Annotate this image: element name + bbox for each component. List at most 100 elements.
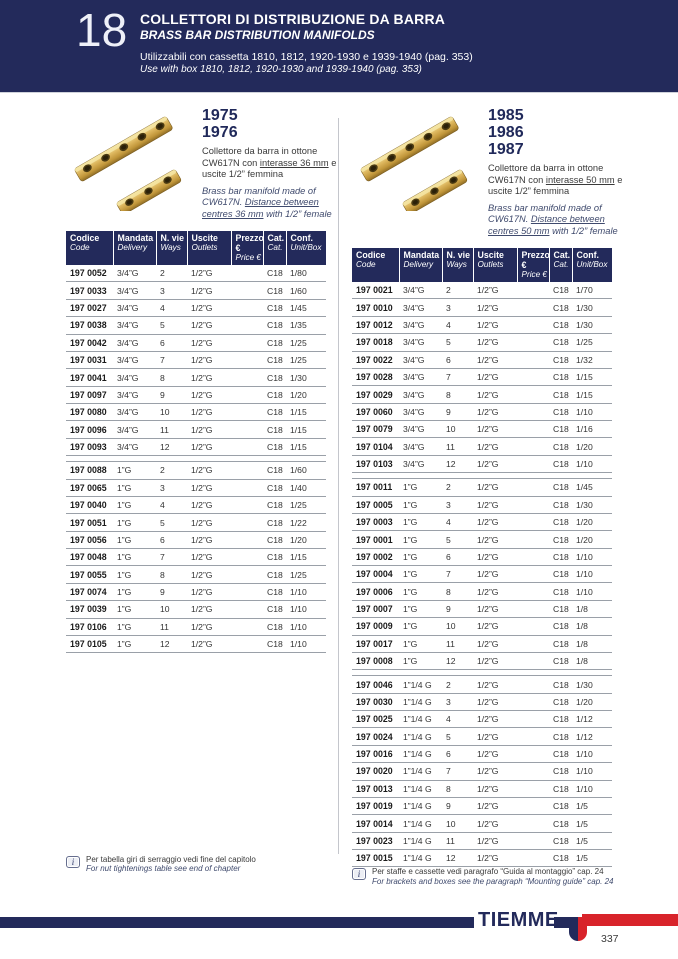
table-cell: [517, 478, 549, 497]
table-cell: 1/5: [572, 797, 612, 816]
table-cell: 1/2”G: [473, 675, 517, 694]
table-cell: 1/2”G: [473, 368, 517, 387]
table-cell: [517, 548, 549, 567]
table-cell: C18: [263, 513, 286, 532]
manifold-product-photo: [360, 116, 468, 211]
table-cell: C18: [549, 496, 572, 514]
table-cell: 197 0055: [66, 565, 113, 584]
table-cell: 2: [156, 461, 187, 480]
table-cell: 197 0013: [352, 780, 399, 798]
table-cell: 197 0011: [352, 478, 399, 497]
table-cell: 1/15: [572, 368, 612, 387]
desc-text: with 1/2” female: [549, 225, 618, 236]
table-cell: 1/2”G: [473, 710, 517, 729]
table-row: 197 0093 3/4”G 12 1/2”G C18 1/15: [66, 438, 326, 457]
table-cell: C18: [549, 385, 572, 404]
table-row: 197 0013 1”1/4 G 8 1/2”G C18 1/10: [352, 780, 612, 798]
table-cell: 197 0040: [66, 496, 113, 515]
table-cell: [231, 334, 263, 352]
table-cell: 1/8: [572, 635, 612, 653]
table-row: 197 0039 1”G 10 1/2”G C18 1/10: [66, 600, 326, 619]
table-cell: [517, 437, 549, 456]
table-cell: 1/10: [286, 635, 326, 654]
table-row: 197 0016 1”1/4 G 6 1/2”G C18 1/10: [352, 745, 612, 764]
table-cell: 3/4”G: [399, 403, 442, 422]
table-row: 197 0106 1”G 11 1/2”G C18 1/10: [66, 618, 326, 636]
table-cell: 4: [442, 710, 473, 729]
table-cell: C18: [549, 675, 572, 694]
group-separator: [66, 455, 326, 463]
desc-text: Brass bar manifold made of CW617N.: [202, 185, 316, 208]
product-column-left: 1975 1976 Collettore da barra in ottone …: [66, 105, 338, 874]
col-header-price: Prezzo € Price €: [230, 230, 264, 266]
table-cell: 3/4”G: [399, 385, 442, 404]
col-header-outlets: Uscite Outlets: [186, 230, 231, 266]
table-cell: [517, 351, 549, 369]
table-cell: 1/10: [572, 762, 612, 781]
product-block: 1985 1986 1987 Collettore da barra in ot…: [352, 107, 652, 238]
table-row: 197 0009 1”G 10 1/2”G C18 1/8: [352, 617, 612, 636]
table-cell: 1/80: [286, 265, 326, 283]
table-cell: C18: [263, 281, 286, 300]
table-cell: 1/2”G: [473, 530, 517, 549]
table-row: 197 0105 1”G 12 1/2”G C18 1/10: [66, 635, 326, 654]
table-cell: C18: [549, 617, 572, 636]
table-cell: [231, 265, 263, 283]
table-row: 197 0021 3/4”G 2 1/2”G C18 1/70: [352, 282, 612, 300]
table-cell: C18: [549, 478, 572, 497]
table-cell: 10: [442, 420, 473, 439]
table-cell: 3/4”G: [399, 298, 442, 317]
table-row: 197 0096 3/4”G 11 1/2”G C18 1/15: [66, 420, 326, 439]
table-cell: C18: [549, 530, 572, 549]
table-cell: 12: [442, 455, 473, 474]
table-row: 197 0041 3/4”G 8 1/2”G C18 1/30: [66, 368, 326, 387]
table-cell: C18: [263, 635, 286, 654]
table-row: 197 0007 1”G 9 1/2”G C18 1/8: [352, 600, 612, 619]
table-cell: 1”G: [399, 565, 442, 584]
table-cell: 5: [442, 333, 473, 352]
table-cell: 5: [442, 727, 473, 746]
table-row: 197 0005 1”G 3 1/2”G C18 1/30: [352, 496, 612, 514]
table-row: 197 0001 1”G 5 1/2”G C18 1/20: [352, 530, 612, 549]
page-subtitle-en: Use with box 1810, 1812, 1920-1930 and 1…: [140, 64, 422, 75]
col-header-cat: Cat. Cat.: [548, 247, 572, 283]
table-cell: 197 0096: [66, 420, 113, 439]
table-cell: 1/60: [286, 281, 326, 300]
table-cell: [231, 618, 263, 636]
table-cell: C18: [263, 583, 286, 602]
col-header-ways: N. vie Ways: [155, 230, 187, 266]
table-cell: 197 0008: [352, 652, 399, 671]
product-description-it: Collettore da barra in ottone CW617N con…: [202, 146, 338, 181]
table-cell: [517, 420, 549, 439]
table-cell: 197 0005: [352, 496, 399, 514]
table-cell: 197 0024: [352, 727, 399, 746]
table-cell: 1”1/4 G: [399, 693, 442, 712]
table-cell: C18: [549, 693, 572, 712]
table-cell: 1/15: [572, 385, 612, 404]
table-cell: 1/22: [286, 513, 326, 532]
table-row: 197 0014 1”1/4 G 10 1/2”G C18 1/5: [352, 814, 612, 833]
table-cell: 1/2”G: [187, 316, 231, 335]
table-cell: 197 0048: [66, 548, 113, 567]
table-cell: 197 0019: [352, 797, 399, 816]
product-description-en: Brass bar manifold made of CW617N. Dista…: [202, 186, 338, 221]
table-cell: 6: [442, 351, 473, 369]
table-cell: 1/2”G: [473, 727, 517, 746]
table-row: 197 0025 1”1/4 G 4 1/2”G C18 1/12: [352, 710, 612, 729]
table-cell: 1/2”G: [187, 583, 231, 602]
table-cell: C18: [263, 461, 286, 480]
table-cell: 197 0060: [352, 403, 399, 422]
table-cell: 1/30: [572, 298, 612, 317]
table-cell: 1/2”G: [187, 635, 231, 654]
table-row: 197 0027 3/4”G 4 1/2”G C18 1/45: [66, 299, 326, 318]
table-cell: 1/2”G: [473, 385, 517, 404]
table-cell: 1/2”G: [187, 618, 231, 636]
table-cell: 1/15: [286, 403, 326, 422]
table-cell: 1/20: [572, 437, 612, 456]
table-cell: 3/4”G: [113, 265, 156, 283]
table-cell: 1/2”G: [473, 635, 517, 653]
table-cell: C18: [549, 351, 572, 369]
table-cell: 4: [156, 496, 187, 515]
table-cell: 11: [442, 437, 473, 456]
table-cell: [231, 461, 263, 480]
